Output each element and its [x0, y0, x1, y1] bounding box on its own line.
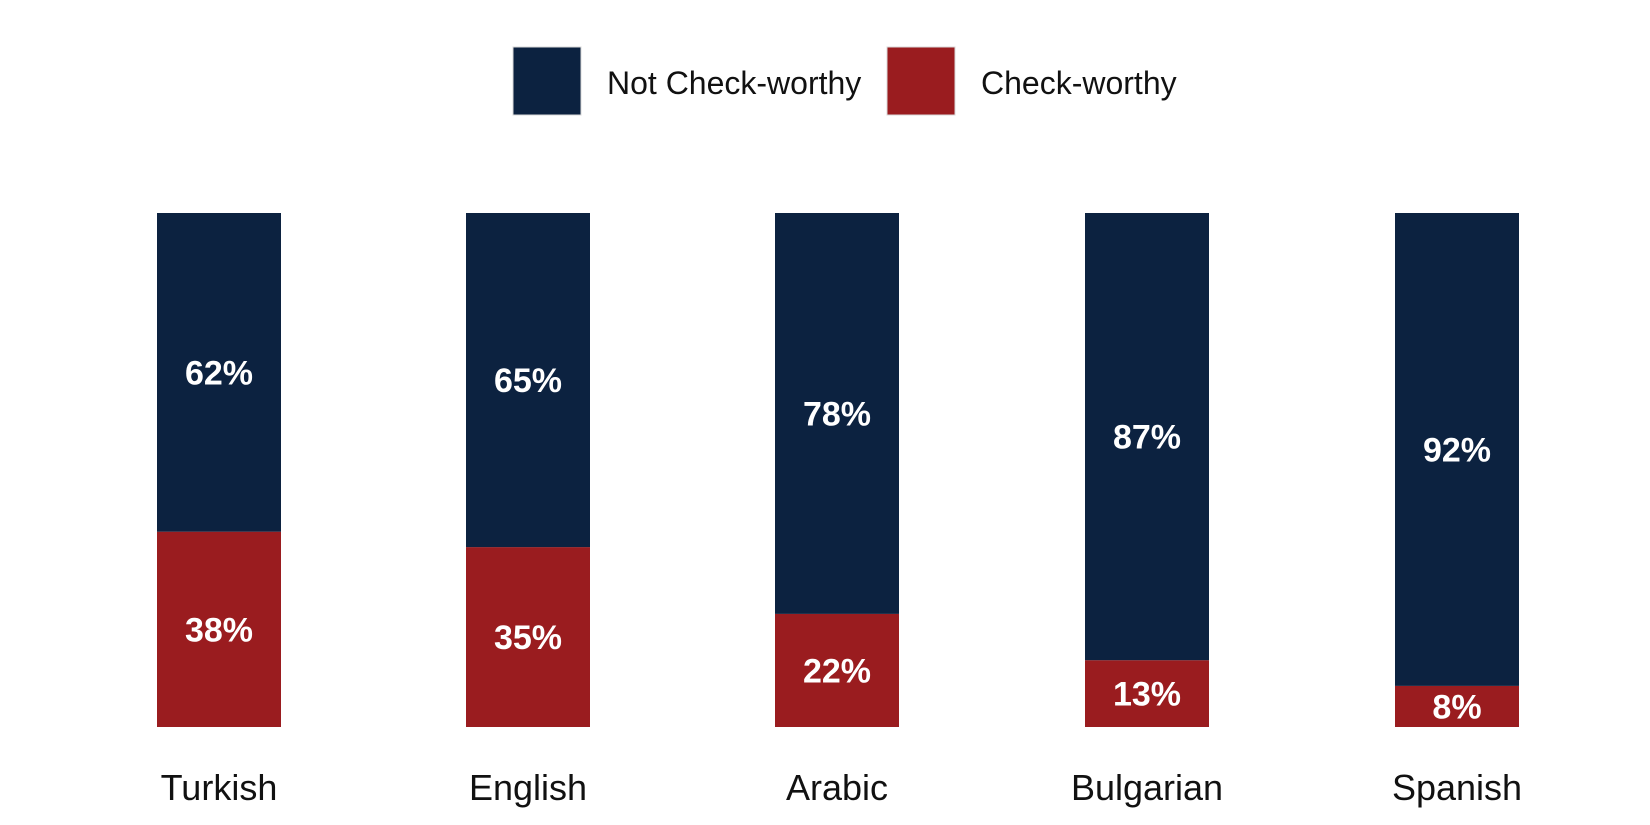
bar-check-worthy-arabic: [775, 613, 899, 727]
bar-check-worthy-spanish: [1395, 685, 1519, 727]
data-label-not-check-worthy-english: 65%: [494, 362, 562, 400]
legend-label-not-check-worthy: Not Check-worthy: [607, 65, 861, 101]
data-label-check-worthy-arabic: 22%: [803, 653, 871, 691]
category-label-turkish: Turkish: [161, 767, 278, 808]
legend: Not Check-worthy Check-worthy: [512, 46, 1177, 116]
data-labels: 38% 62% 35% 65% 22% 78% 13% 87% 8% 92%: [185, 354, 1491, 726]
bar-check-worthy-turkish: [157, 531, 281, 727]
category-labels: Turkish English Arabic Bulgarian Spanish: [161, 767, 1522, 808]
bar-check-worthy-bulgarian: [1085, 660, 1209, 727]
data-label-check-worthy-turkish: 38%: [185, 611, 253, 649]
legend-swatch-not-check-worthy: [512, 46, 582, 116]
category-label-arabic: Arabic: [786, 767, 888, 808]
data-label-check-worthy-english: 35%: [494, 619, 562, 657]
bar-not-check-worthy-turkish: [157, 213, 281, 532]
bar-not-check-worthy-arabic: [775, 213, 899, 614]
legend-swatch-check-worthy: [886, 46, 956, 116]
category-label-spanish: Spanish: [1392, 767, 1522, 808]
bar-check-worthy-english: [466, 547, 590, 727]
legend-label-check-worthy: Check-worthy: [981, 65, 1177, 101]
bar-not-check-worthy-spanish: [1395, 213, 1519, 686]
data-label-not-check-worthy-turkish: 62%: [185, 354, 253, 392]
data-label-not-check-worthy-spanish: 92%: [1423, 431, 1491, 469]
bar-not-check-worthy-bulgarian: [1085, 213, 1209, 661]
category-label-bulgarian: Bulgarian: [1071, 767, 1223, 808]
data-label-not-check-worthy-bulgarian: 87%: [1113, 419, 1181, 457]
data-label-check-worthy-bulgarian: 13%: [1113, 676, 1181, 714]
bars: [157, 213, 1519, 727]
category-label-english: English: [469, 767, 587, 808]
bar-not-check-worthy-english: [466, 213, 590, 548]
data-label-check-worthy-spanish: 8%: [1432, 688, 1481, 726]
data-label-not-check-worthy-arabic: 78%: [803, 396, 871, 434]
